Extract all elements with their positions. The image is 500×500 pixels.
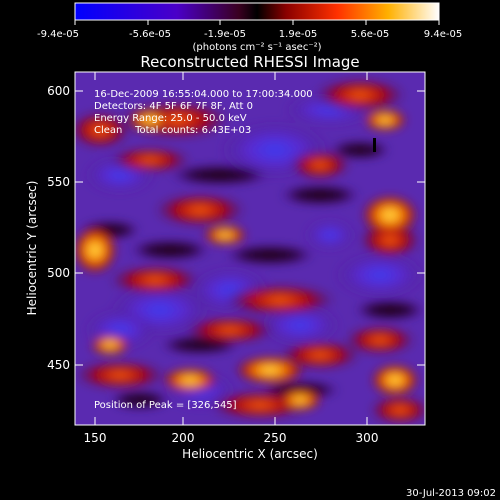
footer-date: 30-Jul-2013 09:02 xyxy=(406,488,496,499)
x-tick-label: 300 xyxy=(356,431,379,445)
colorbar-tick-label: 5.6e-05 xyxy=(351,29,389,40)
y-tick-label: 550 xyxy=(47,175,70,189)
rhessi-image xyxy=(75,72,425,425)
info-line: Energy Range: 25.0 - 50.0 keV xyxy=(94,113,247,124)
colorbar-tick-label: 9.4e-05 xyxy=(424,29,462,40)
y-tick-label: 600 xyxy=(47,84,70,98)
x-tick-label: 200 xyxy=(172,431,195,445)
colorbar xyxy=(74,2,440,21)
colorbar-tick-label: -9.4e-05 xyxy=(37,29,79,40)
y-tick-label: 450 xyxy=(47,358,70,372)
x-axis-label: Heliocentric X (arcsec) xyxy=(182,447,318,461)
peak-position-label: Position of Peak = [326,545] xyxy=(94,400,237,411)
info-line: 16-Dec-2009 16:55:04.000 to 17:00:34.000 xyxy=(94,89,313,100)
colorbar-tick-label: 1.9e-05 xyxy=(279,29,317,40)
image-title: Reconstructed RHESSI Image xyxy=(140,53,359,71)
x-tick-label: 150 xyxy=(84,431,107,445)
colorbar-ticks xyxy=(74,20,440,25)
y-axis-label: Heliocentric Y (arcsec) xyxy=(25,181,39,316)
colorbar-unit-label: (photons cm⁻² s⁻¹ asec⁻²) xyxy=(192,42,321,53)
info-line: Clean Total counts: 6.43E+03 xyxy=(94,125,251,136)
colorbar-tick-label: -5.6e-05 xyxy=(129,29,171,40)
colorbar-tick-label: -1.9e-05 xyxy=(204,29,246,40)
peak-marker xyxy=(373,138,376,152)
y-tick-label: 500 xyxy=(47,266,70,280)
info-line: Detectors: 4F 5F 6F 7F 8F, Att 0 xyxy=(94,101,253,112)
x-ticks xyxy=(94,72,368,425)
x-tick-label: 250 xyxy=(264,431,287,445)
y-ticks xyxy=(75,90,425,366)
plot-frame xyxy=(74,71,426,426)
